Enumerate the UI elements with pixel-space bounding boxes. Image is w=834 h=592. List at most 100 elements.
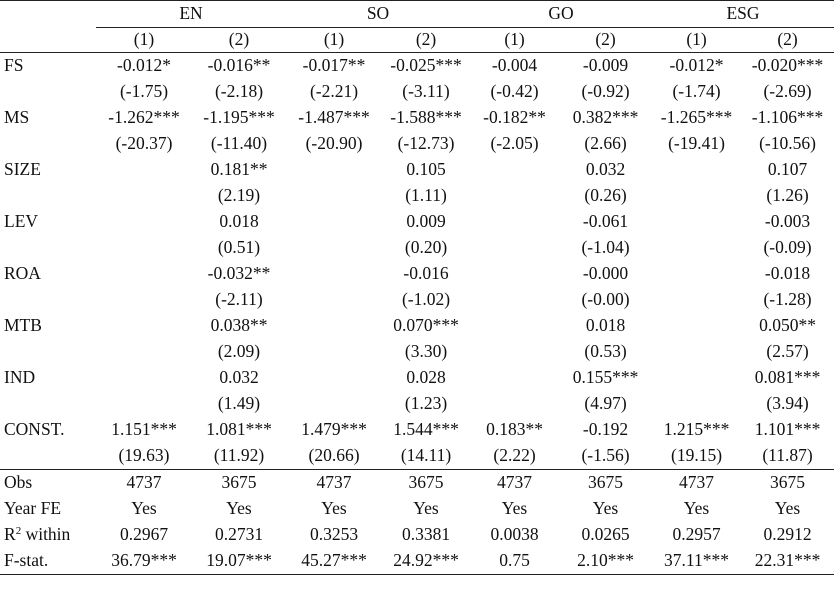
table-cell xyxy=(286,391,382,417)
table-cell: 22.31*** xyxy=(741,548,834,575)
statistic-row: R2 within 0.2967 0.2731 0.3253 0.3381 0.0038 0… xyxy=(0,522,834,548)
table-cell xyxy=(286,339,382,365)
table-cell: 2.10*** xyxy=(559,548,653,575)
table-cell xyxy=(470,339,559,365)
table-cell: (-1.02) xyxy=(401,289,451,310)
t-stat-row: (2.19) (1.11) (0.26) (1.26) xyxy=(0,183,834,209)
row-label: LEV xyxy=(4,211,39,232)
table-cell xyxy=(286,157,382,183)
table-cell: 24.92*** xyxy=(382,548,471,575)
table-cell: 3675 xyxy=(741,469,834,496)
table-cell xyxy=(652,209,741,235)
table-cell: -0.016 xyxy=(403,263,449,284)
table-cell: (0.53) xyxy=(584,341,627,362)
table-cell: 1.544*** xyxy=(393,419,459,440)
group-header-en: EN xyxy=(96,0,287,28)
group-header-go: GO xyxy=(470,0,653,28)
table-cell: (-1.28) xyxy=(763,289,812,310)
table-cell: (2.22) xyxy=(493,445,536,466)
row-label: FS xyxy=(4,55,24,76)
table-cell: (-2.21) xyxy=(309,81,359,102)
table-cell: 0.105 xyxy=(406,159,446,180)
table-cell: (-0.42) xyxy=(490,81,539,102)
table-cell: 0.018 xyxy=(219,211,259,232)
table-cell: 0.032 xyxy=(585,159,626,180)
table-cell xyxy=(652,287,741,313)
table-cell: 1.151*** xyxy=(111,419,177,440)
table-cell: 0.2731 xyxy=(214,524,264,545)
coefficient-row: LEV 0.018 0.009 -0.061 -0.003 xyxy=(0,209,834,235)
table-cell: 0.2912 xyxy=(763,524,812,545)
table-cell: -1.265*** xyxy=(660,107,733,128)
row-label xyxy=(0,287,96,313)
table-cell xyxy=(652,339,741,365)
table-cell xyxy=(96,391,192,417)
table-cell: (19.15) xyxy=(671,445,723,466)
table-cell: (11.92) xyxy=(213,445,265,466)
table-cell: 37.11*** xyxy=(652,548,742,575)
row-label xyxy=(0,443,96,470)
table-cell: -0.025*** xyxy=(390,55,462,76)
table-cell: 0.009 xyxy=(406,211,446,232)
table-cell xyxy=(286,313,382,339)
row-label xyxy=(0,235,96,261)
table-cell: 4737 xyxy=(470,469,560,496)
t-stat-row: (-20.37) (-11.40) (-20.90) (-12.73) (-2.05) (… xyxy=(0,131,834,157)
table-cell: -0.000 xyxy=(582,263,629,284)
table-cell: (-2.18) xyxy=(214,81,264,102)
row-label: MTB xyxy=(4,315,42,336)
row-label xyxy=(0,183,96,209)
row-label xyxy=(0,79,96,105)
column-number: (2) xyxy=(192,27,287,53)
row-label-suffix: within xyxy=(21,524,71,545)
table-cell xyxy=(652,183,741,209)
table-cell: (-2.11) xyxy=(215,289,263,310)
table-cell: 0.3253 xyxy=(309,524,359,545)
table-cell: (1.23) xyxy=(404,393,448,414)
row-label xyxy=(0,131,96,157)
table-cell xyxy=(286,287,382,313)
table-cell xyxy=(470,235,559,261)
table-cell: 1.215*** xyxy=(663,419,730,440)
t-stat-row: (-1.75) (-2.18) (-2.21) (-3.11) (-0.42) (-0.9… xyxy=(0,79,834,105)
table-cell: (-1.56) xyxy=(581,445,630,466)
table-cell: Yes xyxy=(774,498,801,519)
table-cell: 1.101*** xyxy=(754,419,821,440)
t-stat-row: (0.51) (0.20) (-1.04) (-0.09) xyxy=(0,235,834,261)
table-cell: Yes xyxy=(413,498,439,519)
row-label: MS xyxy=(4,107,30,128)
table-cell: -1.106*** xyxy=(751,107,824,128)
table-cell: -0.018 xyxy=(764,263,811,284)
group-header-esg: ESG xyxy=(652,0,834,28)
table-cell: (2.57) xyxy=(766,341,809,362)
table-cell: (-11.40) xyxy=(210,133,268,154)
table-cell xyxy=(96,313,192,339)
table-cell: 4737 xyxy=(286,469,383,496)
table-cell: (11.87) xyxy=(762,445,813,466)
table-cell: 0.2957 xyxy=(672,524,721,545)
t-stat-row: (2.09) (3.30) (0.53) (2.57) xyxy=(0,339,834,365)
table-cell: Yes xyxy=(226,498,252,519)
table-cell: (-12.73) xyxy=(397,133,455,154)
column-number: (1) xyxy=(470,27,560,53)
column-number: (2) xyxy=(382,27,471,53)
table-cell: (-3.11) xyxy=(402,81,450,102)
table-cell: 1.479*** xyxy=(301,419,367,440)
table-cell: 0.0038 xyxy=(490,524,539,545)
table-cell: -0.192 xyxy=(582,419,629,440)
table-cell: 0.018 xyxy=(585,315,626,336)
table-cell: 3675 xyxy=(559,469,653,496)
table-cell: 3675 xyxy=(192,469,287,496)
table-cell: (-20.37) xyxy=(115,133,173,154)
row-label: IND xyxy=(4,367,36,388)
row-label xyxy=(0,391,96,417)
table-cell xyxy=(286,183,382,209)
table-cell: (-0.92) xyxy=(581,81,630,102)
table-cell: (-2.69) xyxy=(763,81,812,102)
table-cell: 0.032 xyxy=(219,367,259,388)
table-cell: (-0.00) xyxy=(581,289,630,310)
table-cell xyxy=(96,209,192,235)
table-cell: (1.49) xyxy=(217,393,261,414)
table-cell xyxy=(652,157,741,183)
corner-cell xyxy=(0,0,96,28)
